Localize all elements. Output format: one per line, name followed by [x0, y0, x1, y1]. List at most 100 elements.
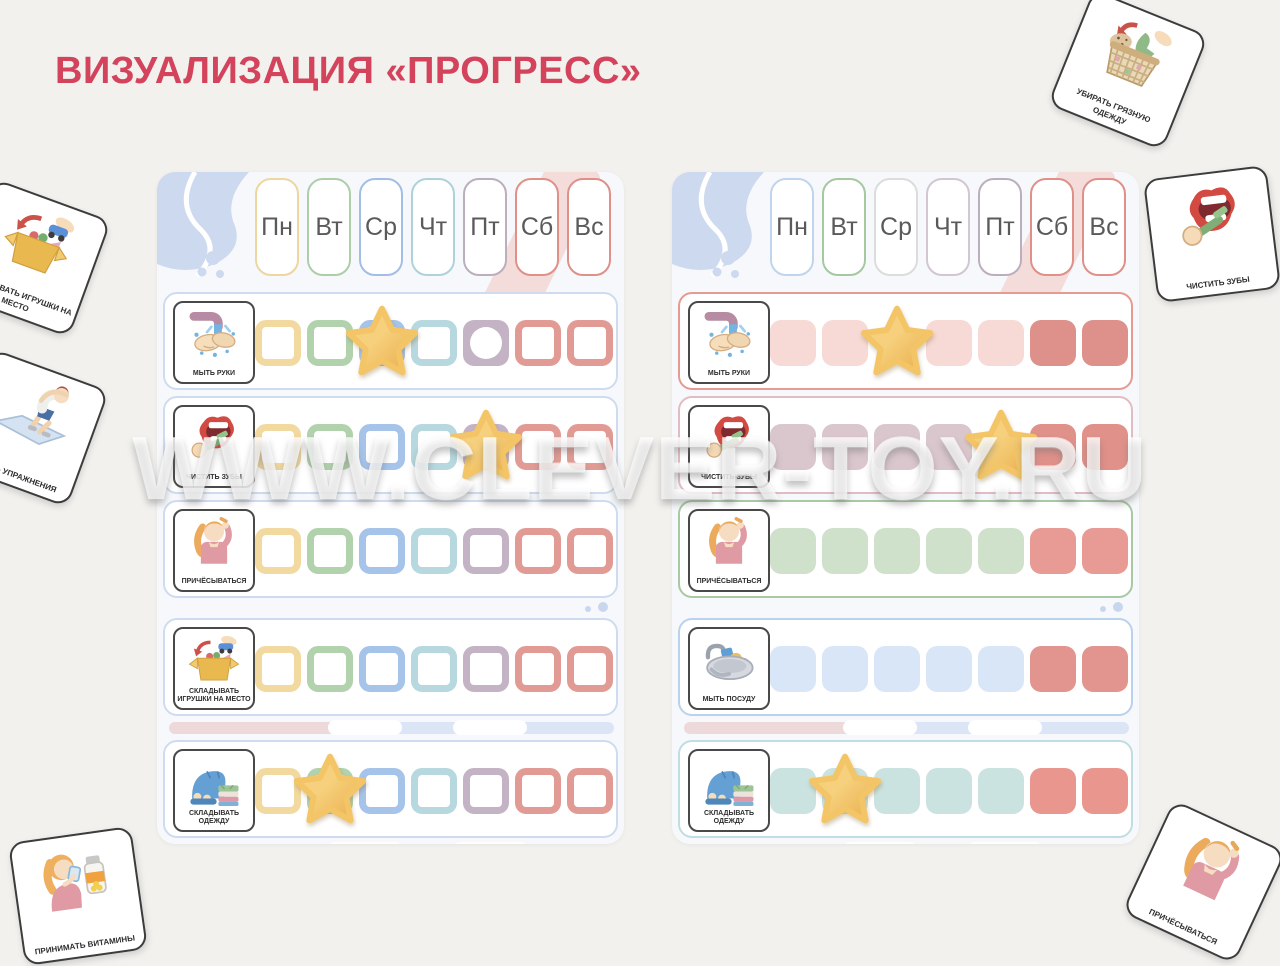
exercise-icon	[0, 386, 69, 446]
page-edge-part	[327, 842, 402, 844]
progress-cell	[874, 646, 920, 692]
progress-cell	[411, 646, 457, 692]
progress-cell	[822, 528, 868, 574]
board-week-solid: Пн Вт Ср Чт Пт Сб Вс МЫТЬ РУКИ ЧИСТИТЬ ЗУБЫ	[672, 172, 1139, 844]
card-label: ЧИСТИТЬ ЗУБЫ	[1185, 274, 1251, 292]
activity-icon-tile: ЧИСТИТЬ ЗУБЫ	[173, 405, 255, 488]
toys-box-icon	[4, 215, 75, 274]
progress-cell	[770, 646, 816, 692]
fold-clothes-icon	[705, 770, 754, 806]
progress-cell	[515, 528, 561, 574]
star-icon	[345, 305, 419, 376]
progress-cell	[770, 320, 816, 366]
page-edge-part	[684, 722, 854, 734]
progress-cell	[411, 528, 457, 574]
activity-icon-tile: МЫТЬ РУКИ	[173, 301, 255, 384]
activity-row: ЧИСТИТЬ ЗУБЫ	[678, 396, 1133, 494]
day-header-5: Пт	[978, 178, 1022, 276]
activity-card-comb-hair: ПРИЧЁСЫВАТЬСЯ	[1121, 799, 1280, 965]
comb-hair-icon	[1183, 837, 1240, 901]
progress-cell	[567, 646, 613, 692]
progress-cell	[515, 768, 561, 814]
wave-decoration	[672, 172, 822, 290]
progress-cell	[770, 424, 816, 470]
activity-icon-tile: СКЛАДЫВАТЬ ОДЕЖДУ	[173, 749, 255, 832]
progress-cell	[808, 753, 882, 824]
activity-icon-tile: ЧИСТИТЬ ЗУБЫ	[688, 405, 770, 488]
progress-cells	[770, 528, 1128, 574]
progress-cell	[359, 528, 405, 574]
activity-label: МЫТЬ ПОСУДУ	[702, 696, 756, 704]
progress-cell	[567, 768, 613, 814]
page-edge-decoration	[167, 720, 614, 735]
vitamins-icon	[43, 854, 107, 912]
progress-cell	[1030, 768, 1076, 814]
progress-cell	[359, 646, 405, 692]
activity-card-brush-teeth: ЧИСТИТЬ ЗУБЫ	[1142, 164, 1280, 304]
progress-cells	[770, 305, 1128, 376]
toys-box-icon	[188, 635, 240, 681]
star-icon	[449, 409, 523, 480]
activity-icon-tile: МЫТЬ РУКИ	[688, 301, 770, 384]
progress-cell	[463, 320, 509, 366]
card-label: ДЕЛАТЬ УПРАЖНЕНИЯ	[0, 454, 58, 495]
star-sticker	[292, 751, 368, 827]
star-sticker	[807, 751, 883, 827]
progress-cell	[411, 424, 457, 470]
day-header-6: Сб	[515, 178, 559, 276]
progress-cell	[874, 528, 920, 574]
day-header-3: Ср	[359, 178, 403, 276]
progress-cell	[860, 305, 934, 376]
page-title: ВИЗУАЛИЗАЦИЯ «ПРОГРЕСС»	[55, 50, 642, 92]
wave-decoration	[672, 172, 764, 278]
progress-cell	[567, 424, 613, 470]
progress-cells	[770, 753, 1128, 824]
activity-label: МЫТЬ РУКИ	[192, 370, 236, 378]
activity-card-laundry-basket: УБИРАТЬ ГРЯЗНУЮ ОДЕЖДУ	[1047, 0, 1209, 151]
activity-icon-tile: СКЛАДЫВАТЬ ИГРУШКИ НА МЕСТО	[173, 627, 255, 710]
progress-cell	[770, 528, 816, 574]
progress-cells	[255, 528, 613, 574]
brush-teeth-icon	[191, 416, 234, 458]
activity-row: СКЛАДЫВАТЬ ОДЕЖДУ	[163, 740, 618, 838]
board-rows: МЫТЬ РУКИ ЧИСТИТЬ ЗУБЫ ПРИЧЁСЫВАТЬСЯ	[157, 292, 624, 844]
progress-cell	[411, 320, 457, 366]
dots-decoration	[678, 602, 1133, 612]
progress-cell	[255, 528, 301, 574]
activity-row: МЫТЬ РУКИ	[163, 292, 618, 390]
progress-cell	[1030, 424, 1076, 470]
page-edge-decoration	[682, 720, 1129, 735]
comb-hair-icon	[194, 517, 232, 564]
star-sticker	[963, 407, 1039, 483]
progress-cell	[567, 528, 613, 574]
star-sticker	[344, 303, 420, 379]
day-header-4: Чт	[926, 178, 970, 276]
progress-cell	[978, 320, 1024, 366]
progress-cell	[822, 424, 868, 470]
day-header-row: Пн Вт Ср Чт Пт Сб Вс	[255, 178, 611, 276]
progress-cell	[1082, 424, 1128, 470]
activity-label: ПРИЧЁСЫВАТЬСЯ	[181, 578, 247, 586]
activity-label: СКЛАДЫВАТЬ ИГРУШКИ НА МЕСТО	[177, 687, 251, 704]
activity-card-vitamins: ПРИНИМАТЬ ВИТАМИНЫ	[7, 825, 149, 966]
progress-cell	[345, 305, 419, 376]
day-header-1: Пн	[255, 178, 299, 276]
progress-cell	[1082, 646, 1128, 692]
progress-cell	[1030, 646, 1076, 692]
activity-card-toys-box: СКЛАДЫВАТЬ ИГРУШКИ НА МЕСТО	[0, 178, 112, 338]
progress-cell	[449, 409, 523, 480]
day-header-2: Вт	[822, 178, 866, 276]
activity-label: ЧИСТИТЬ ЗУБЫ	[186, 474, 242, 482]
activity-label: ПРИЧЁСЫВАТЬСЯ	[696, 578, 762, 586]
progress-cell	[822, 320, 868, 366]
star-icon	[860, 305, 934, 376]
card-label: ПРИЧЁСЫВАТЬСЯ	[1147, 906, 1219, 947]
progress-cell	[515, 424, 561, 470]
day-header-1: Пн	[770, 178, 814, 276]
activity-card-exercise: ДЕЛАТЬ УПРАЖНЕНИЯ	[0, 348, 110, 508]
progress-cell	[307, 646, 353, 692]
progress-cell	[1082, 768, 1128, 814]
progress-cell	[255, 646, 301, 692]
page-edge-part	[327, 720, 402, 735]
board-header: Пн Вт Ср Чт Пт Сб Вс	[157, 172, 624, 332]
